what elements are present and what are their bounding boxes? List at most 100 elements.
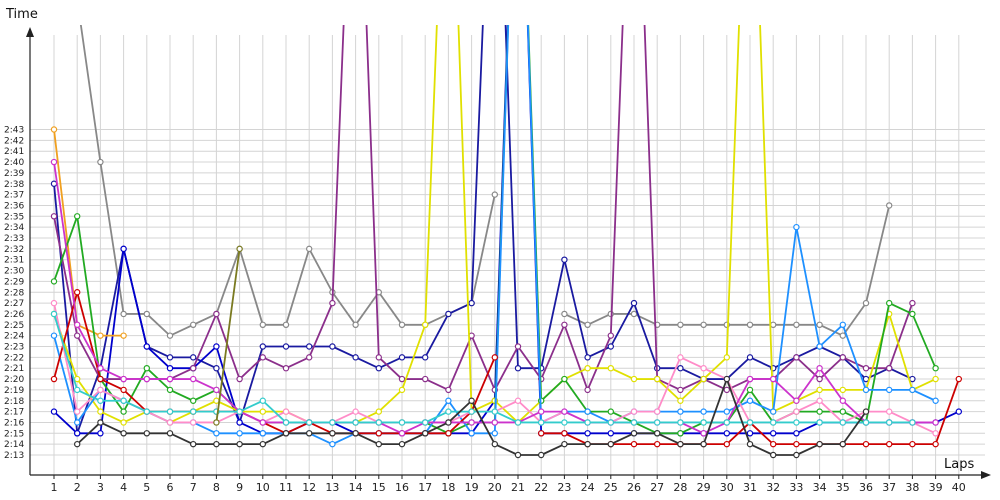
data-point [816, 365, 823, 372]
data-point [398, 375, 406, 383]
data-point [630, 375, 638, 383]
y-tick-label: 2:35 [4, 212, 24, 222]
data-point [50, 375, 58, 383]
data-point [50, 278, 58, 285]
series-8 [50, 25, 939, 448]
data-point [630, 440, 638, 448]
x-tick-label: 19 [465, 481, 479, 494]
x-tick-label: 14 [349, 481, 363, 494]
x-tick-label: 40 [952, 481, 966, 494]
x-tick-label: 3 [97, 481, 104, 494]
data-point [700, 419, 707, 426]
data-point [746, 386, 754, 394]
data-point [468, 419, 475, 426]
data-point [793, 419, 800, 426]
data-point [329, 419, 336, 426]
x-tick-label: 38 [905, 481, 919, 494]
data-point [213, 310, 220, 318]
data-point [352, 408, 359, 415]
data-point [50, 126, 58, 133]
data-point [398, 440, 406, 448]
data-point [166, 408, 174, 415]
x-tick-label: 39 [929, 481, 943, 494]
data-point [306, 419, 313, 426]
y-tick-label: 2:40 [4, 158, 24, 168]
data-point [561, 408, 568, 415]
y-axis-title: Time [5, 7, 38, 22]
data-point [50, 310, 58, 318]
data-point [259, 430, 266, 437]
data-point [746, 397, 754, 404]
data-point [329, 440, 336, 448]
data-point [630, 299, 638, 307]
data-point [352, 321, 359, 328]
data-point [306, 245, 313, 253]
data-point [422, 375, 429, 383]
data-point [886, 299, 893, 307]
y-tick-label: 2:14 [4, 440, 24, 450]
y-tick-label: 2:26 [4, 310, 24, 320]
data-point [816, 321, 823, 328]
data-point [213, 343, 220, 350]
data-point [955, 408, 963, 415]
data-point [236, 430, 243, 437]
data-point [677, 397, 684, 404]
data-point [607, 440, 615, 448]
data-point [120, 408, 127, 415]
data-point [654, 408, 661, 415]
data-point [120, 419, 127, 426]
y-tick-label: 2:32 [4, 245, 24, 255]
data-point [50, 158, 58, 166]
x-tick-label: 24 [581, 481, 595, 494]
data-point [770, 321, 777, 328]
x-tick-label: 7 [190, 481, 197, 494]
data-point [770, 440, 777, 448]
data-point [491, 354, 498, 361]
data-point [561, 375, 568, 383]
data-point [561, 440, 568, 448]
x-tick-label: 6 [167, 481, 174, 494]
data-point [677, 365, 684, 372]
x-tick-label: 28 [673, 481, 687, 494]
data-point [584, 321, 591, 328]
data-point [445, 310, 452, 318]
data-point [375, 440, 382, 448]
data-point [50, 299, 58, 307]
x-tick-label: 16 [395, 481, 409, 494]
data-point [862, 408, 870, 415]
x-tick-label: 29 [697, 481, 711, 494]
data-point [375, 419, 382, 426]
data-point [770, 408, 777, 415]
data-point [445, 386, 452, 394]
series-14 [213, 245, 243, 426]
data-point [468, 299, 475, 307]
data-point [677, 321, 684, 328]
data-point [630, 430, 638, 437]
data-point [677, 430, 684, 437]
x-tick-label: 37 [882, 481, 896, 494]
axes: 2:132:142:152:162:172:182:192:202:212:22… [4, 27, 991, 494]
data-point [259, 397, 266, 404]
data-point [375, 408, 382, 415]
data-point [561, 256, 568, 263]
data-point [723, 440, 731, 448]
data-point [514, 343, 522, 350]
data-point [677, 440, 684, 448]
data-point [329, 343, 336, 350]
data-point [73, 430, 81, 437]
data-point [723, 430, 731, 437]
data-point [468, 408, 475, 415]
series-line [53, 313, 913, 424]
data-point [746, 440, 754, 448]
data-point [166, 375, 174, 383]
data-point [700, 365, 707, 372]
data-point [839, 321, 847, 328]
data-point [654, 419, 661, 426]
data-point [422, 354, 429, 361]
data-point [584, 419, 591, 426]
data-point [839, 397, 847, 404]
data-point [97, 365, 104, 372]
data-point [538, 430, 545, 437]
data-point [259, 321, 266, 328]
y-tick-label: 2:25 [4, 321, 24, 331]
